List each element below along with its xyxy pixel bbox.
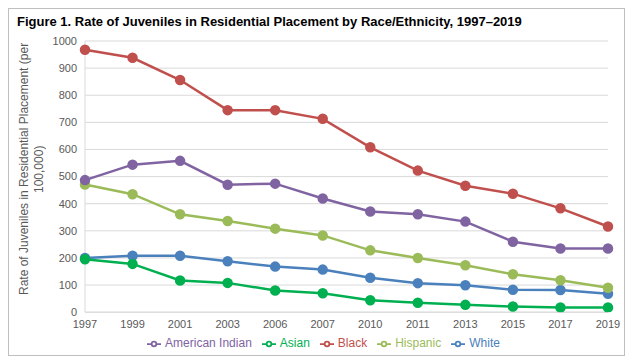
svg-text:2001: 2001 — [168, 318, 192, 330]
svg-text:2011: 2011 — [406, 318, 430, 330]
svg-text:2007: 2007 — [310, 318, 334, 330]
svg-text:2006: 2006 — [263, 318, 287, 330]
svg-text:600: 600 — [59, 143, 77, 155]
svg-text:1999: 1999 — [120, 318, 144, 330]
svg-text:2013: 2013 — [453, 318, 477, 330]
html-text:Rate of Juveniles in Residenti: Rate of Juveniles in Residential Placeme… — [17, 42, 46, 296]
svg-text:0: 0 — [71, 306, 77, 318]
svg-text:900: 900 — [59, 62, 77, 74]
html-text:Asian: Asian — [279, 336, 310, 351]
svg-text:700: 700 — [59, 116, 77, 128]
svg-text:2010: 2010 — [358, 318, 382, 330]
svg-text:2003: 2003 — [215, 318, 239, 330]
svg-text:200: 200 — [59, 252, 77, 264]
html-text:White: White — [469, 336, 500, 351]
svg-text:800: 800 — [59, 89, 77, 101]
html-text:Hispanic: Hispanic — [395, 336, 442, 351]
svg-text:1997: 1997 — [73, 318, 97, 330]
svg-text:1000: 1000 — [53, 35, 77, 47]
svg-text:2015: 2015 — [501, 318, 525, 330]
svg-text:400: 400 — [59, 198, 77, 210]
svg-text:500: 500 — [59, 170, 77, 182]
html-text:Black: Black — [337, 336, 368, 351]
html-text:Figure 1. Rate of Juveniles in: Figure 1. Rate of Juveniles in Residenti… — [17, 14, 522, 29]
svg-text:300: 300 — [59, 225, 77, 237]
svg-text:100: 100 — [59, 279, 77, 291]
svg-text:2017: 2017 — [548, 318, 572, 330]
html-text:American Indian: American Indian — [165, 336, 252, 351]
svg-text:2019: 2019 — [596, 318, 620, 330]
